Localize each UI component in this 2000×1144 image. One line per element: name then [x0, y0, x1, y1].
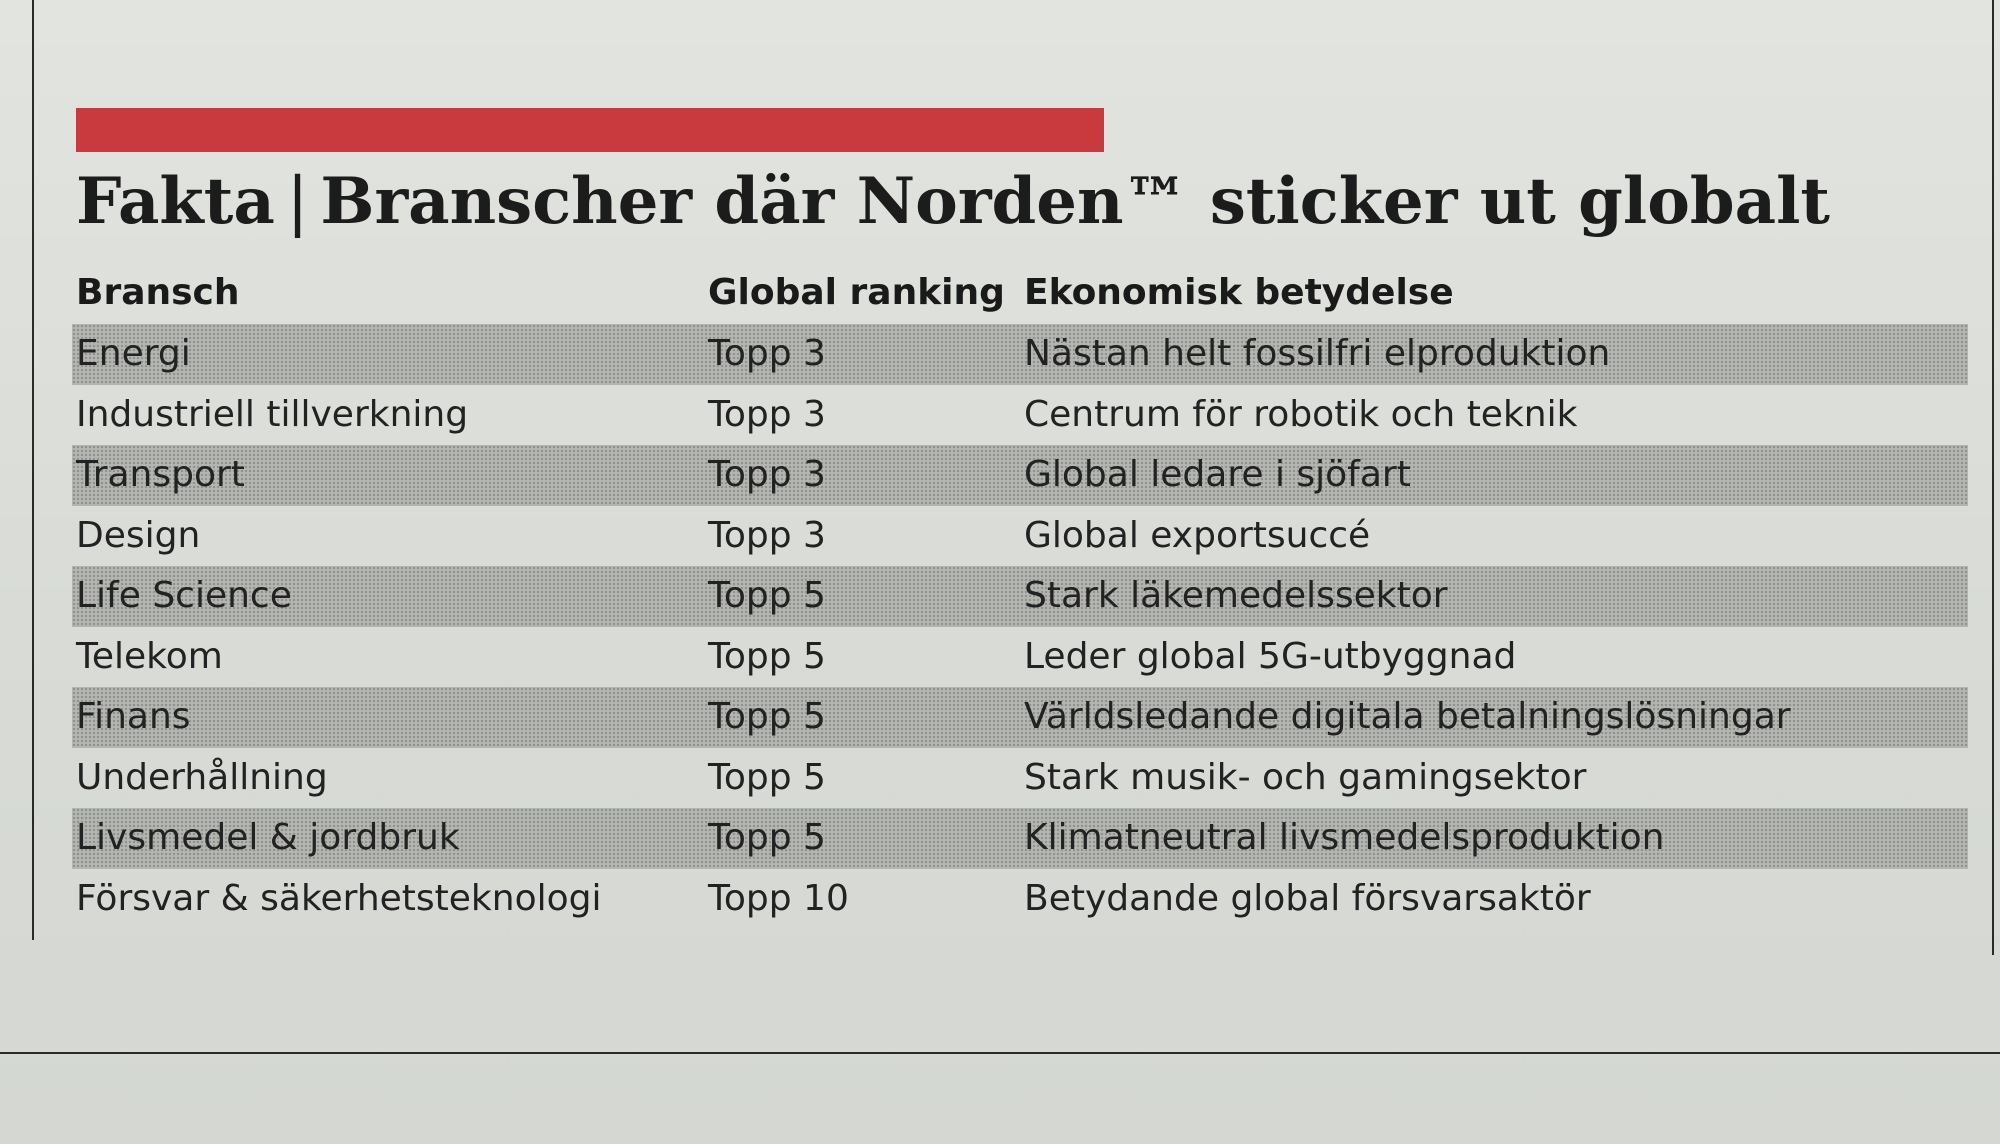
left-frame-line [32, 0, 34, 940]
cell-ranking: Topp 3 [708, 454, 826, 495]
cell-industry: Försvar & säkerhetsteknologi [76, 877, 602, 919]
right-frame-line [1992, 0, 1994, 955]
table-row: Finans Topp 5 Världsledande digitala bet… [72, 687, 1968, 748]
cell-ranking: Topp 5 [708, 696, 826, 737]
cell-significance: Centrum för robotik och teknik [1024, 393, 1578, 435]
table-row: Energi Topp 3 Nästan helt fossilfri elpr… [72, 324, 1968, 385]
table-row: Försvar & säkerhetsteknologi Topp 10 Bet… [72, 869, 1968, 930]
cell-ranking: Topp 5 [708, 575, 826, 616]
column-header-ranking: Global ranking [708, 272, 1005, 313]
cell-industry: Finans [76, 696, 191, 737]
cell-significance: Stark läkemedelssektor [1024, 575, 1448, 616]
cell-significance: Global ledare i sjöfart [1024, 454, 1411, 495]
headline-separator: | [286, 165, 309, 239]
column-header-industry: Bransch [76, 272, 240, 313]
cell-significance: Global exportsuccé [1024, 514, 1371, 556]
headline-title: Branscher där Norden™ sticker ut globalt [320, 164, 1830, 239]
headline-label: Fakta [76, 164, 275, 239]
cell-industry: Livsmedel & jordbruk [76, 817, 460, 858]
cell-ranking: Topp 5 [708, 756, 826, 798]
table-header: Bransch Global ranking Ekonomisk betydel… [72, 262, 1968, 324]
column-header-significance: Ekonomisk betydelse [1024, 272, 1454, 313]
cell-industry: Underhållning [76, 756, 328, 798]
bottom-rule [0, 1052, 2000, 1054]
facts-table: Bransch Global ranking Ekonomisk betydel… [72, 262, 1968, 929]
cell-industry: Energi [76, 333, 191, 374]
cell-industry: Industriell tillverkning [76, 393, 469, 435]
cell-ranking: Topp 10 [708, 877, 849, 919]
table-row: Telekom Topp 5 Leder global 5G-utbyggnad [72, 627, 1968, 688]
cell-significance: Världsledande digitala betalningslösning… [1024, 696, 1791, 737]
cell-ranking: Topp 5 [708, 635, 826, 677]
cell-industry: Life Science [76, 575, 292, 616]
table-row: Industriell tillverkning Topp 3 Centrum … [72, 385, 1968, 446]
headline: Fakta | Branscher där Norden™ sticker ut g… [76, 162, 1956, 242]
cell-significance: Leder global 5G-utbyggnad [1024, 635, 1517, 677]
table-row: Underhållning Topp 5 Stark musik- och ga… [72, 748, 1968, 809]
cell-ranking: Topp 3 [708, 333, 826, 374]
accent-bar [76, 108, 1104, 152]
cell-industry: Design [76, 514, 201, 556]
table-row: Transport Topp 3 Global ledare i sjöfart [72, 445, 1968, 506]
cell-significance: Klimatneutral livsmedelsproduktion [1024, 817, 1665, 858]
cell-ranking: Topp 3 [708, 514, 826, 556]
cell-ranking: Topp 5 [708, 817, 826, 858]
cell-ranking: Topp 3 [708, 393, 826, 435]
cell-industry: Transport [76, 454, 245, 495]
cell-significance: Nästan helt fossilfri elproduktion [1024, 333, 1611, 374]
cell-significance: Stark musik- och gamingsektor [1024, 756, 1587, 798]
table-row: Design Topp 3 Global exportsuccé [72, 506, 1968, 567]
table-row: Livsmedel & jordbruk Topp 5 Klimatneutra… [72, 808, 1968, 869]
cell-significance: Betydande global försvarsaktör [1024, 877, 1591, 919]
cell-industry: Telekom [76, 635, 223, 677]
table-row: Life Science Topp 5 Stark läkemedelssekt… [72, 566, 1968, 627]
